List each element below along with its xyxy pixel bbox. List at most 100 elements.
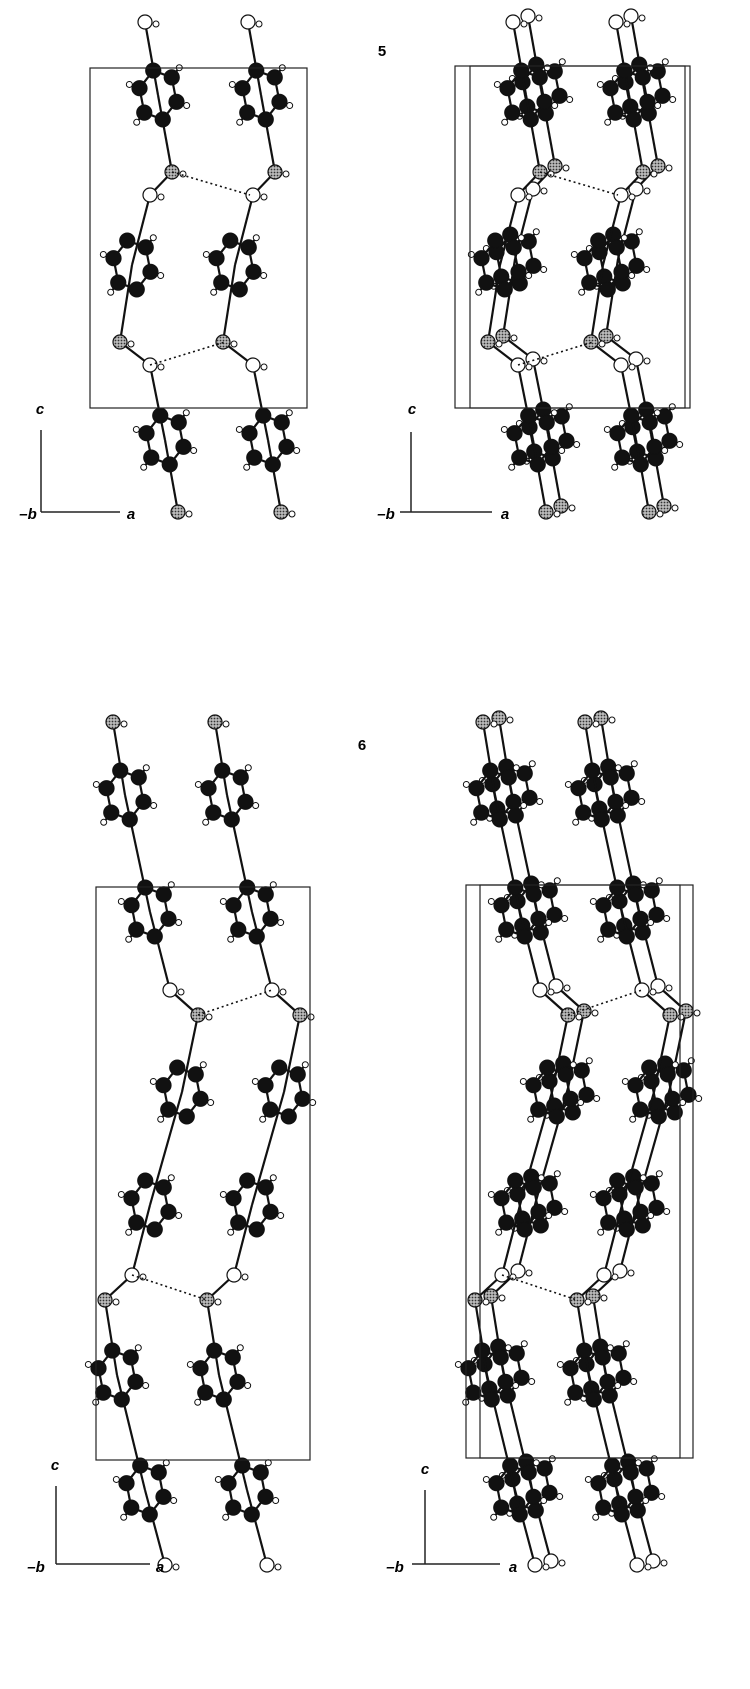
- hydrogen-atom: [541, 358, 547, 364]
- hydrogen-atom: [557, 1361, 563, 1367]
- hydrogen-atom: [513, 765, 519, 771]
- oxygen-atom: [246, 358, 260, 372]
- carbon-atom: [526, 1489, 541, 1504]
- oxygen-atom: [609, 15, 623, 29]
- hydrogen-atom: [567, 97, 573, 103]
- carbon-atom: [164, 70, 179, 85]
- hydrogen-atom: [511, 335, 517, 341]
- oxygen-atom: [528, 1558, 542, 1572]
- carbon-atom: [216, 1392, 231, 1407]
- hydrogen-atom: [229, 81, 235, 87]
- carbon-atom: [600, 1374, 615, 1389]
- hydrogen-atom: [491, 1514, 497, 1520]
- hydrogen-atom: [178, 989, 184, 995]
- hydrogen-atom: [656, 1171, 662, 1177]
- carbon-atom: [156, 1489, 171, 1504]
- nitrogen-atom: [293, 1008, 307, 1022]
- hydrogen-atom: [628, 1270, 634, 1276]
- hydrogen-atom: [171, 1498, 177, 1504]
- bond: [113, 722, 125, 795]
- hydrogen-atom: [488, 898, 494, 904]
- hydrogen-atom: [548, 989, 554, 995]
- hydrogen-atom: [624, 21, 630, 27]
- oxygen-atom: [241, 15, 255, 29]
- carbon-atom: [628, 887, 643, 902]
- hydrogen-atom: [541, 267, 547, 273]
- hydrogen-atom: [502, 119, 508, 125]
- carbon-atom: [531, 1204, 546, 1219]
- carbon-atom: [544, 439, 559, 454]
- carbon-atom: [651, 1109, 666, 1124]
- hydrogen-atom: [494, 81, 500, 87]
- hydrogen-atom: [636, 229, 642, 235]
- hydrogen-atom: [507, 717, 513, 723]
- carbon-atom: [619, 929, 634, 944]
- hydrogen-atom: [562, 1209, 568, 1215]
- hydrogen-atom: [483, 1299, 489, 1305]
- carbon-atom: [111, 275, 126, 290]
- hydrogen-atom: [605, 119, 611, 125]
- carbon-atom: [633, 1204, 648, 1219]
- hydrogen-atom: [143, 765, 149, 771]
- carbon-atom: [106, 251, 121, 266]
- hydrogen-atom: [163, 1460, 169, 1466]
- hydrogen-atom: [597, 81, 603, 87]
- carbon-atom: [119, 1476, 134, 1491]
- hydrogen-atom: [552, 103, 558, 109]
- carbon-atom: [603, 770, 618, 785]
- carbon-atom: [224, 812, 239, 827]
- carbon-atom: [147, 1222, 162, 1237]
- carbon-atom: [232, 282, 247, 297]
- carbon-atom: [596, 898, 611, 913]
- hydrogen-atom: [526, 364, 532, 370]
- carbon-atom: [221, 1476, 236, 1491]
- carbon-atom: [274, 415, 289, 430]
- carbon-atom: [244, 1507, 259, 1522]
- hydrogen-atom: [576, 1014, 582, 1020]
- carbon-atom: [601, 922, 616, 937]
- hydrogen-atom: [273, 1498, 279, 1504]
- carbon-atom: [231, 1215, 246, 1230]
- carbon-atom: [241, 240, 256, 255]
- compound-label: 6: [358, 737, 366, 754]
- bond: [165, 440, 178, 512]
- carbon-atom: [156, 1078, 171, 1093]
- hydrogen-atom: [650, 989, 656, 995]
- carbon-atom: [461, 1361, 476, 1376]
- hydrogen-atom: [546, 920, 552, 926]
- carbon-atom: [256, 408, 271, 423]
- hydrogen-atom: [455, 1361, 461, 1367]
- carbon-atom: [466, 1385, 481, 1400]
- hydrogen-atom: [533, 1460, 539, 1466]
- carbon-atom: [240, 105, 255, 120]
- hydrogen-atom: [529, 1379, 535, 1385]
- hydrogen-atom: [100, 251, 106, 257]
- carbon-atom: [488, 233, 503, 248]
- carbon-atom: [226, 1191, 241, 1206]
- oxygen-atom: [260, 1558, 274, 1572]
- carbon-atom: [517, 1222, 532, 1237]
- carbon-atom: [493, 1350, 508, 1365]
- hydrogen-atom: [168, 1175, 174, 1181]
- carbon-atom: [497, 282, 512, 297]
- carbon-atom: [601, 1215, 616, 1230]
- carbon-atom: [225, 1350, 240, 1365]
- carbon-atom: [594, 812, 609, 827]
- nitrogen-atom: [636, 165, 650, 179]
- carbon-atom: [609, 240, 624, 255]
- hydrogen-atom: [253, 235, 259, 241]
- hydrogen-atom: [635, 1460, 641, 1466]
- carbon-atom: [503, 1458, 518, 1473]
- axis-label: a: [127, 506, 135, 523]
- hydrogen-atom: [191, 448, 197, 454]
- carbon-atom: [235, 81, 250, 96]
- hydrogen-atom: [541, 1498, 547, 1504]
- carbon-atom: [628, 1489, 643, 1504]
- carbon-atom: [512, 1507, 527, 1522]
- carbon-atom: [571, 781, 586, 796]
- hydrogen-atom: [215, 1299, 221, 1305]
- carbon-atom: [494, 1191, 509, 1206]
- carbon-atom: [246, 264, 261, 279]
- carbon-atom: [272, 1060, 287, 1075]
- carbon-atom: [602, 1388, 617, 1403]
